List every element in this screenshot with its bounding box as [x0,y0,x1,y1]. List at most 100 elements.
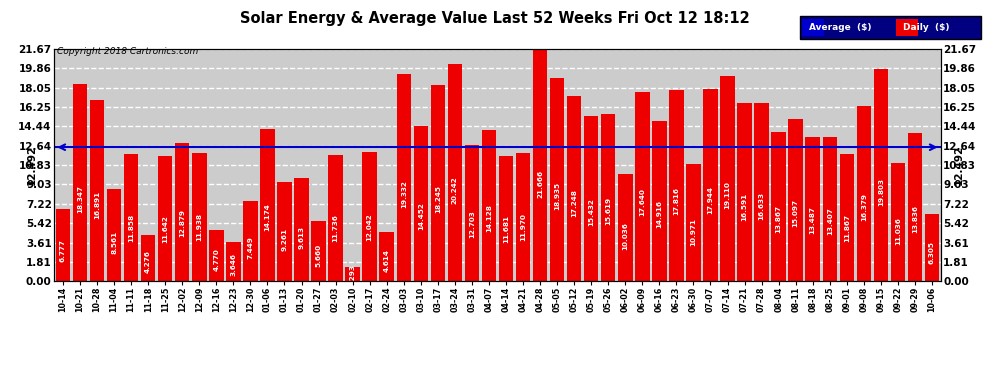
Bar [754,103,769,281]
Bar [516,153,531,281]
Text: 11.642: 11.642 [162,215,168,243]
Text: 14.916: 14.916 [656,200,662,228]
Bar [686,164,701,281]
Text: 15.619: 15.619 [605,197,611,225]
Bar [379,232,394,281]
Text: 12.042: 12.042 [366,213,372,241]
Text: 16.891: 16.891 [94,191,100,219]
Bar [482,130,496,281]
Bar [549,78,564,281]
Bar [414,126,428,281]
Bar [873,69,888,281]
Bar [788,119,803,281]
Bar [124,154,139,281]
Text: 11.867: 11.867 [843,214,849,242]
Text: 11.970: 11.970 [520,213,526,241]
Text: 16.379: 16.379 [861,194,867,222]
Text: 11.036: 11.036 [895,217,901,246]
Text: 10.971: 10.971 [690,218,696,246]
Text: 19.110: 19.110 [725,181,731,209]
Text: 18.245: 18.245 [435,185,441,213]
Bar [856,105,871,281]
Bar [601,114,616,281]
Text: 3.646: 3.646 [231,254,237,276]
Text: 17.944: 17.944 [708,186,714,214]
Text: 14.452: 14.452 [418,202,424,230]
Bar [771,132,786,281]
Text: 1.293: 1.293 [349,264,355,287]
Bar [533,49,547,281]
Text: 11.736: 11.736 [333,214,339,242]
Text: Solar Energy & Average Value Last 52 Weeks Fri Oct 12 18:12: Solar Energy & Average Value Last 52 Wee… [241,11,749,26]
Bar [226,242,241,281]
Text: 16.633: 16.633 [758,192,764,220]
Bar [107,189,122,281]
Bar [567,96,581,281]
Text: 12.492: 12.492 [953,145,963,185]
Bar [175,143,189,281]
Text: 6.777: 6.777 [60,239,66,262]
Text: 13.487: 13.487 [810,207,816,234]
Text: 4.770: 4.770 [213,248,220,271]
Text: 4.614: 4.614 [384,249,390,272]
Text: 4.276: 4.276 [146,251,151,273]
Bar [652,121,666,281]
Bar [294,178,309,281]
Text: 12.879: 12.879 [179,209,185,237]
Bar [158,156,172,281]
Text: 5.660: 5.660 [316,244,322,267]
Bar [329,155,343,281]
Bar [55,209,70,281]
Bar [499,156,513,281]
Bar [840,154,854,281]
Bar [464,145,479,281]
Text: 15.432: 15.432 [588,198,594,226]
Text: 11.858: 11.858 [128,214,134,242]
Text: 17.816: 17.816 [673,187,679,215]
Text: 18.935: 18.935 [554,182,560,210]
Text: 18.347: 18.347 [77,184,83,213]
Text: 13.867: 13.867 [775,205,782,233]
Bar [90,100,104,281]
Text: 14.128: 14.128 [486,204,492,231]
Text: 17.248: 17.248 [571,190,577,217]
Text: 16.591: 16.591 [742,192,747,220]
Text: Daily  ($): Daily ($) [903,23,949,32]
Bar [703,89,718,281]
Text: 11.938: 11.938 [196,213,202,242]
Text: 21.666: 21.666 [537,170,544,198]
Text: 9.261: 9.261 [281,228,287,251]
Text: 19.803: 19.803 [878,178,884,206]
Text: 20.242: 20.242 [451,176,458,204]
Bar [669,90,684,281]
Text: 15.097: 15.097 [793,199,799,227]
Bar [618,174,633,281]
Bar [346,267,360,281]
Text: 14.174: 14.174 [264,204,270,231]
Text: 17.640: 17.640 [640,188,645,216]
Text: 12.492: 12.492 [27,145,37,185]
Text: 6.305: 6.305 [929,242,935,264]
Bar [584,116,598,281]
Bar [141,236,155,281]
Bar [311,220,326,281]
Bar [721,76,735,281]
Text: 12.703: 12.703 [469,210,475,238]
Bar [192,153,207,281]
Bar [447,64,462,281]
Text: 8.561: 8.561 [111,231,117,254]
Text: 19.332: 19.332 [401,180,407,208]
Bar [806,136,820,281]
Bar [738,103,751,281]
Bar [891,163,905,281]
Bar [431,86,446,281]
Bar [397,74,411,281]
Text: 13.407: 13.407 [827,207,833,235]
Bar [244,201,257,281]
Bar [209,230,224,281]
Text: Copyright 2018 Cartronics.com: Copyright 2018 Cartronics.com [57,47,199,56]
Bar [908,133,922,281]
Bar [260,129,274,281]
Bar [823,137,837,281]
Text: 9.613: 9.613 [299,226,305,249]
